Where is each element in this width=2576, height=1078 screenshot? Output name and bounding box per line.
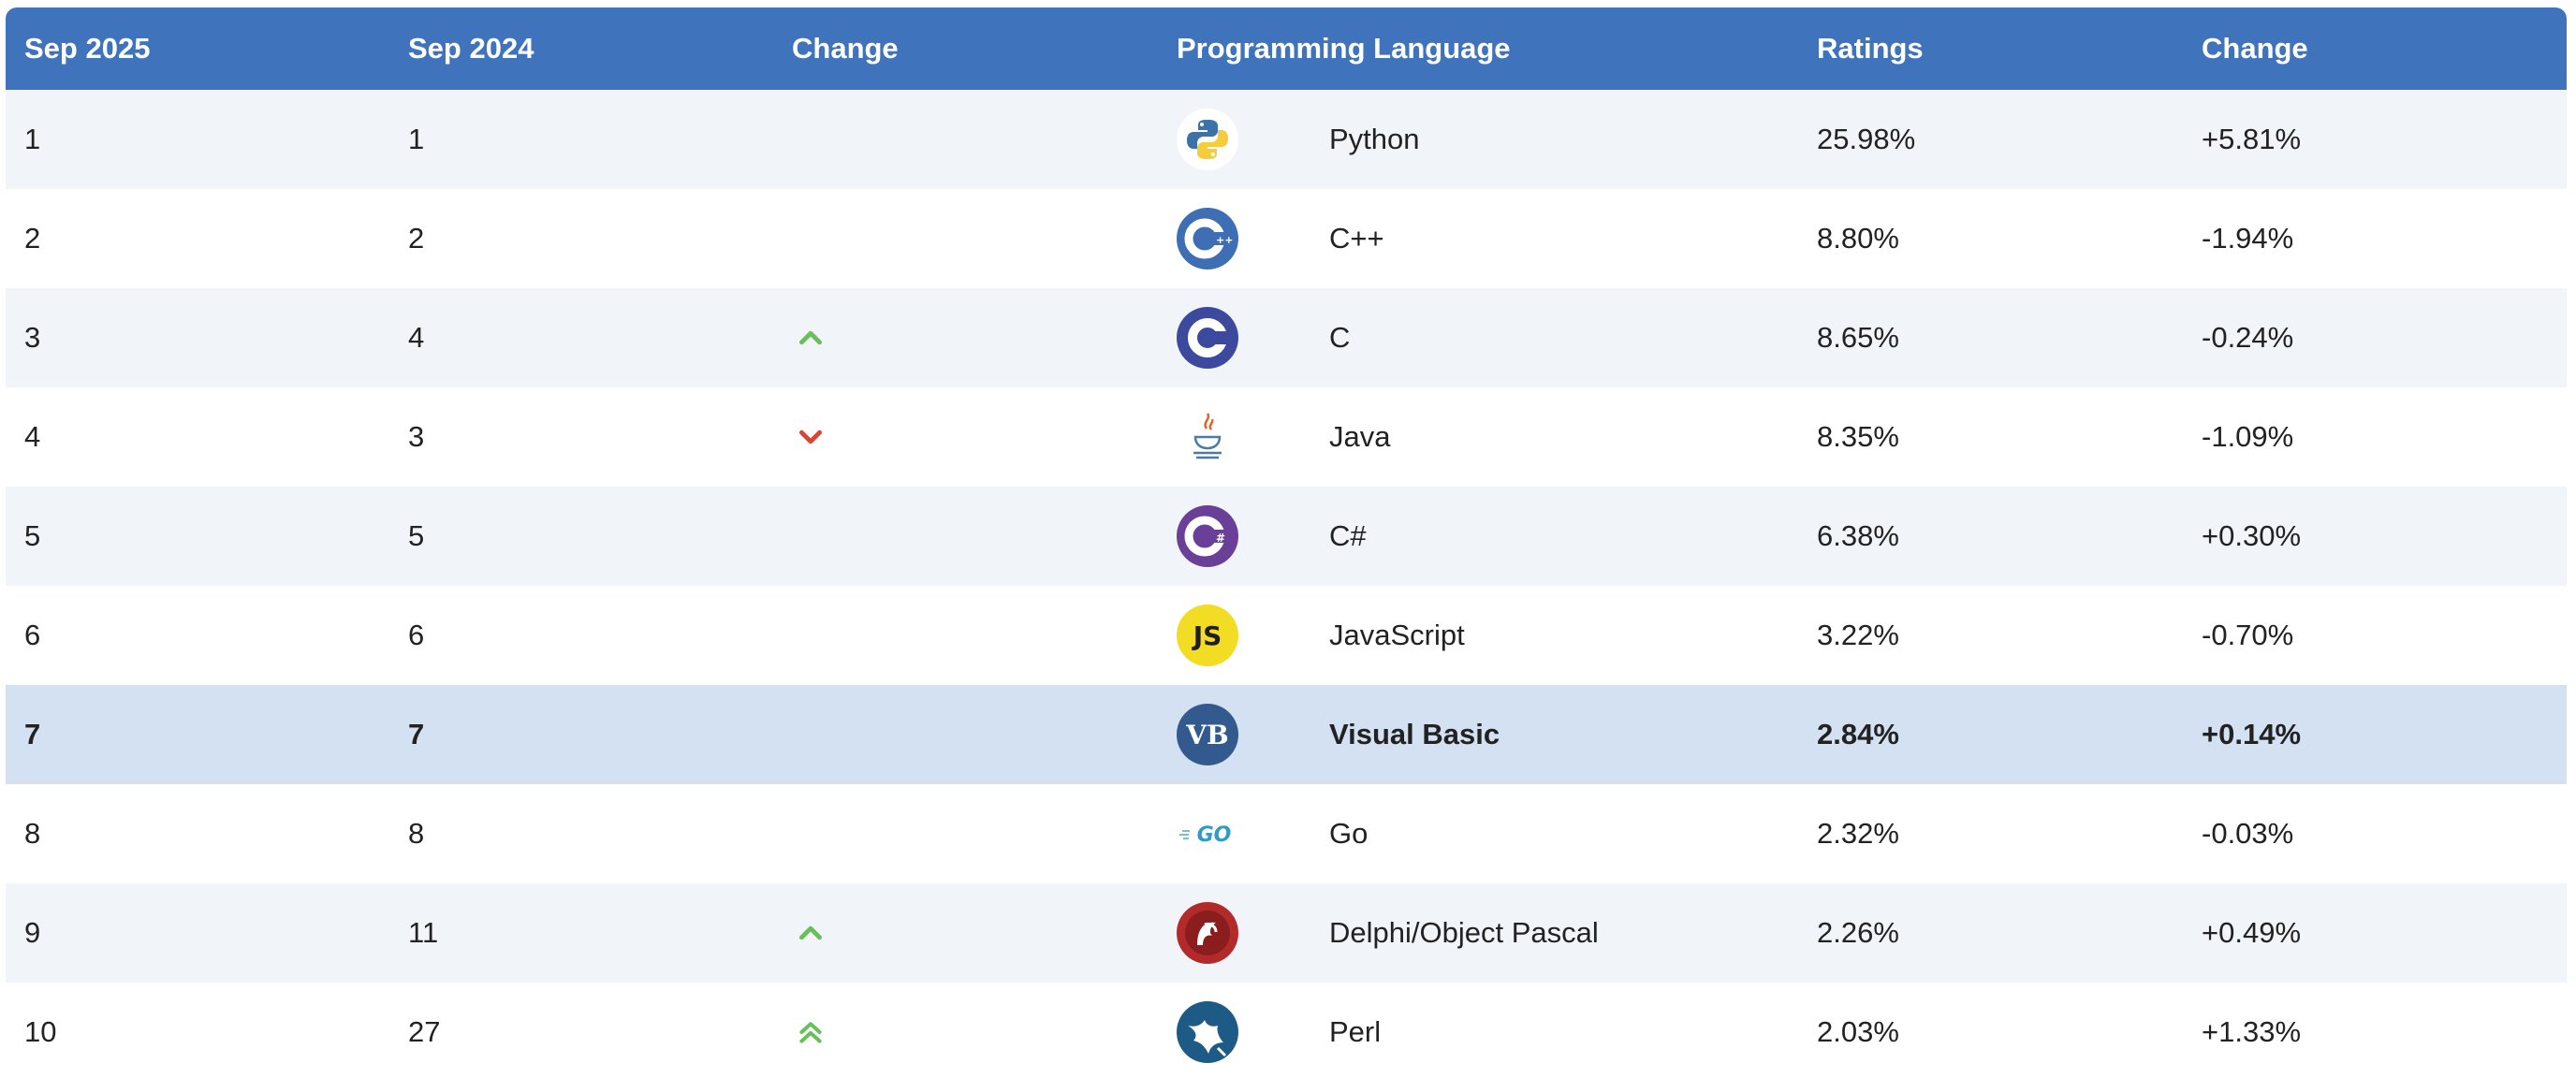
table-row[interactable]: 2 2 ++ C++ 8.80% -1.94% (6, 189, 2567, 288)
rating-change: -1.09% (2202, 420, 2294, 453)
table-row[interactable]: 8 8 GO Go 2.32% -0.03% (6, 784, 2567, 883)
previous-rank: 27 (408, 1015, 441, 1048)
language-name[interactable]: Java (1329, 420, 1391, 453)
no-change-icon (792, 121, 829, 158)
rating-change: +0.30% (2202, 519, 2302, 552)
current-rank: 5 (24, 519, 41, 552)
current-rank: 6 (24, 619, 41, 651)
previous-rank: 7 (408, 718, 425, 750)
table-body: 1 1 Python 25.98% +5.81% 2 2 ++ C++ 8.80… (6, 90, 2567, 1078)
table-row[interactable]: 7 7 VB Visual Basic 2.84% +0.14% (6, 685, 2567, 784)
language-name[interactable]: C# (1329, 519, 1367, 552)
rating-value: 2.03% (1817, 1015, 1899, 1048)
table-row[interactable]: 5 5 # C# 6.38% +0.30% (6, 487, 2567, 586)
previous-rank: 1 (408, 123, 425, 155)
rating-change: -1.94% (2202, 222, 2294, 255)
double-arrow-up-icon (792, 1013, 829, 1051)
rating-change: -0.70% (2202, 619, 2294, 651)
svg-text:GO: GO (1197, 823, 1232, 847)
header-ratings-change[interactable]: Change (2202, 32, 2308, 65)
go-logo-icon: GO (1177, 803, 1238, 865)
rating-value: 8.80% (1817, 222, 1899, 255)
previous-rank: 4 (408, 321, 425, 354)
language-name[interactable]: JavaScript (1329, 619, 1465, 651)
rating-value: 25.98% (1817, 123, 1916, 155)
language-name[interactable]: Perl (1329, 1015, 1382, 1048)
language-name[interactable]: Visual Basic (1329, 718, 1500, 750)
current-rank: 9 (24, 916, 41, 949)
language-name[interactable]: C (1329, 321, 1351, 354)
table-row[interactable]: 9 11 Delphi/Object Pascal 2.26% +0.49% (6, 883, 2567, 983)
language-name[interactable]: Delphi/Object Pascal (1329, 916, 1599, 949)
rating-change: +1.33% (2202, 1015, 2302, 1048)
no-change-icon (792, 517, 829, 555)
arrow-up-icon (792, 319, 829, 357)
svg-text:++: ++ (1216, 234, 1233, 246)
current-rank: 3 (24, 321, 41, 354)
previous-rank: 5 (408, 519, 425, 552)
header-current-rank[interactable]: Sep 2025 (24, 32, 151, 65)
cpp-logo-icon: ++ (1177, 208, 1238, 270)
current-rank: 1 (24, 123, 41, 155)
header-previous-rank[interactable]: Sep 2024 (408, 32, 534, 65)
rating-change: +0.14% (2202, 718, 2302, 750)
rating-change: +5.81% (2202, 123, 2302, 155)
java-logo-icon (1177, 406, 1238, 468)
visual-basic-logo-icon: VB (1177, 704, 1238, 765)
table-header: Sep 2025 Sep 2024 Change Programming Lan… (6, 7, 2567, 90)
table-row[interactable]: 6 6 JS JavaScript 3.22% -0.70% (6, 586, 2567, 685)
previous-rank: 6 (408, 619, 425, 651)
language-name[interactable]: Python (1329, 123, 1420, 155)
svg-text:#: # (1216, 532, 1225, 545)
previous-rank: 8 (408, 817, 425, 850)
rating-change: -0.03% (2202, 817, 2294, 850)
rating-value: 3.22% (1817, 619, 1899, 651)
python-logo-icon (1177, 109, 1238, 170)
language-name[interactable]: C++ (1329, 222, 1384, 255)
rating-value: 2.84% (1817, 718, 1899, 750)
rating-value: 8.35% (1817, 420, 1899, 453)
language-name[interactable]: Go (1329, 817, 1368, 850)
rating-change: +0.49% (2202, 916, 2302, 949)
header-ratings[interactable]: Ratings (1817, 32, 1924, 65)
header-rank-change[interactable]: Change (792, 32, 899, 65)
javascript-logo-icon: JS (1177, 605, 1238, 666)
header-language[interactable]: Programming Language (1177, 32, 1511, 65)
current-rank: 2 (24, 222, 41, 255)
rating-value: 2.32% (1817, 817, 1899, 850)
table-row[interactable]: 4 3 Java 8.35% -1.09% (6, 387, 2567, 487)
svg-text:VB: VB (1185, 720, 1228, 750)
perl-logo-icon (1177, 1001, 1238, 1063)
no-change-icon (792, 716, 829, 753)
rating-value: 8.65% (1817, 321, 1899, 354)
current-rank: 4 (24, 420, 41, 453)
ranking-table: Sep 2025 Sep 2024 Change Programming Lan… (6, 7, 2567, 1078)
previous-rank: 11 (408, 916, 439, 949)
table-row[interactable]: 10 27 Perl 2.03% +1.33% (6, 983, 2567, 1078)
no-change-icon (792, 617, 829, 654)
delphi-logo-icon (1177, 902, 1238, 964)
rating-value: 6.38% (1817, 519, 1899, 552)
arrow-down-icon (792, 418, 829, 456)
current-rank: 10 (24, 1015, 57, 1048)
rating-value: 2.26% (1817, 916, 1899, 949)
c-logo-icon (1177, 307, 1238, 369)
current-rank: 8 (24, 817, 41, 850)
table-row[interactable]: 3 4 C 8.65% -0.24% (6, 288, 2567, 387)
previous-rank: 2 (408, 222, 425, 255)
table-row[interactable]: 1 1 Python 25.98% +5.81% (6, 90, 2567, 189)
current-rank: 7 (24, 718, 41, 750)
no-change-icon (792, 815, 829, 852)
svg-text:JS: JS (1192, 620, 1222, 651)
rating-change: -0.24% (2202, 321, 2294, 354)
previous-rank: 3 (408, 420, 425, 453)
no-change-icon (792, 220, 829, 257)
csharp-logo-icon: # (1177, 505, 1238, 567)
arrow-up-icon (792, 914, 829, 952)
